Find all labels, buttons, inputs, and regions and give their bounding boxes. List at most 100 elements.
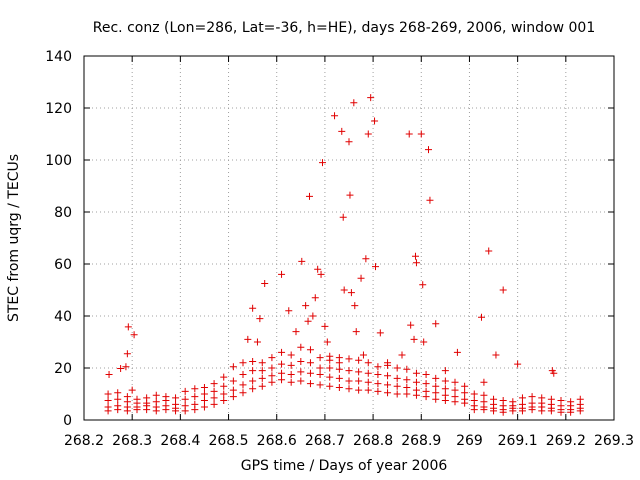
data-point bbox=[374, 380, 382, 388]
data-point bbox=[278, 270, 286, 278]
data-point bbox=[172, 407, 180, 415]
data-point bbox=[485, 247, 493, 255]
data-point bbox=[451, 398, 459, 406]
data-point bbox=[425, 146, 432, 154]
data-point bbox=[576, 407, 584, 415]
data-point bbox=[258, 359, 266, 367]
x-tick-label: 268.9 bbox=[401, 433, 441, 449]
data-point bbox=[298, 257, 306, 265]
data-point bbox=[339, 213, 347, 221]
data-point bbox=[152, 391, 160, 399]
data-point bbox=[122, 363, 130, 371]
chart-title: Rec. conz (Lon=286, Lat=-36, h=HE), days… bbox=[93, 20, 595, 36]
data-point bbox=[249, 377, 257, 385]
x-tick-label: 269.2 bbox=[546, 433, 586, 449]
data-point bbox=[355, 377, 363, 385]
data-point bbox=[229, 386, 237, 394]
data-point bbox=[345, 355, 353, 363]
data-point bbox=[403, 376, 411, 384]
data-point bbox=[172, 394, 180, 402]
data-point bbox=[432, 395, 440, 403]
data-point bbox=[432, 389, 440, 397]
data-point bbox=[326, 382, 334, 390]
data-point bbox=[278, 369, 286, 377]
data-point bbox=[200, 384, 208, 391]
data-point bbox=[323, 338, 331, 346]
data-point bbox=[490, 407, 498, 415]
data-point bbox=[316, 364, 324, 372]
data-point bbox=[306, 346, 314, 354]
data-point bbox=[297, 343, 305, 351]
data-point bbox=[104, 407, 112, 415]
data-point bbox=[258, 382, 266, 390]
data-point bbox=[114, 395, 122, 403]
data-point bbox=[499, 286, 507, 294]
data-point bbox=[372, 263, 379, 271]
data-point bbox=[567, 408, 575, 416]
data-point bbox=[374, 363, 382, 371]
data-point bbox=[152, 407, 160, 415]
y-tick-label: 100 bbox=[45, 153, 72, 169]
data-point bbox=[359, 351, 367, 359]
data-point bbox=[256, 315, 264, 323]
data-point bbox=[181, 407, 189, 415]
data-point bbox=[304, 317, 312, 325]
data-point bbox=[403, 390, 411, 398]
data-point bbox=[314, 265, 322, 273]
data-point bbox=[441, 385, 449, 393]
data-point bbox=[393, 382, 401, 390]
data-point bbox=[335, 365, 343, 373]
data-point bbox=[210, 394, 218, 402]
data-point bbox=[384, 381, 392, 389]
y-tick-label: 140 bbox=[45, 49, 72, 65]
data-point bbox=[352, 328, 360, 336]
data-point bbox=[364, 386, 372, 394]
x-tick-label: 269.3 bbox=[594, 433, 634, 449]
x-axis: 268.2 268.3 268.4 268.5 268.6 268.7 268.8 268.9… bbox=[64, 56, 634, 449]
data-point bbox=[200, 397, 208, 404]
data-point bbox=[104, 390, 112, 398]
data-point bbox=[278, 376, 286, 384]
data-point bbox=[432, 374, 440, 382]
y-tick-label: 120 bbox=[45, 101, 72, 117]
data-point bbox=[326, 373, 334, 381]
x-tick-label: 268.3 bbox=[112, 433, 152, 449]
data-point bbox=[249, 385, 257, 393]
data-point bbox=[128, 386, 136, 394]
data-point bbox=[220, 373, 228, 381]
data-point bbox=[412, 391, 420, 399]
data-point bbox=[518, 394, 526, 402]
data-point bbox=[210, 400, 218, 408]
data-point bbox=[376, 329, 384, 337]
data-point bbox=[411, 252, 419, 260]
data-point bbox=[200, 403, 208, 411]
x-tick-label: 268.7 bbox=[305, 433, 345, 449]
data-point bbox=[268, 354, 276, 362]
data-point bbox=[244, 335, 252, 343]
data-point bbox=[374, 371, 382, 378]
data-point bbox=[210, 387, 218, 395]
data-point bbox=[316, 354, 324, 362]
data-point bbox=[317, 270, 325, 278]
data-point bbox=[374, 387, 382, 395]
data-point bbox=[350, 99, 358, 107]
data-point bbox=[292, 328, 300, 336]
y-tick-label: 20 bbox=[54, 361, 72, 377]
data-point bbox=[364, 378, 372, 386]
y-axis-label: STEC from uqrg / TECUs bbox=[6, 154, 22, 322]
data-point bbox=[114, 406, 122, 414]
data-point bbox=[461, 389, 469, 397]
data-point bbox=[384, 361, 392, 369]
data-point bbox=[405, 130, 413, 138]
data-point bbox=[335, 384, 343, 391]
data-point bbox=[499, 408, 507, 416]
data-points bbox=[104, 94, 584, 416]
data-point bbox=[419, 281, 427, 289]
data-point bbox=[321, 322, 329, 330]
data-point bbox=[239, 371, 247, 378]
data-point bbox=[297, 358, 305, 365]
data-point bbox=[278, 348, 286, 356]
data-point bbox=[538, 407, 546, 415]
data-point bbox=[422, 371, 430, 378]
data-point bbox=[229, 377, 237, 385]
